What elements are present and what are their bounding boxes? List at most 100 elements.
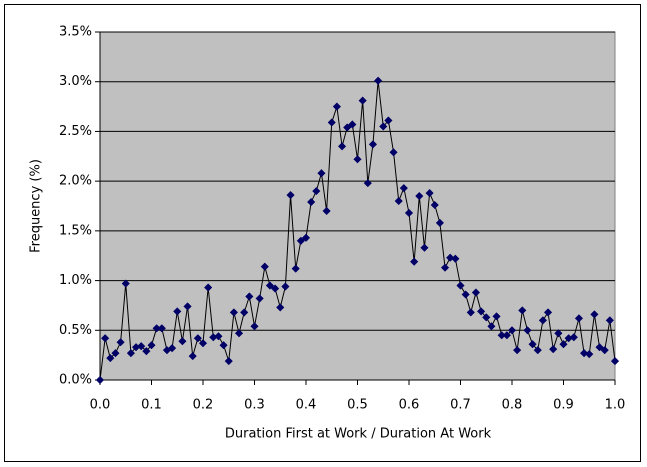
marker <box>559 340 568 349</box>
marker <box>198 339 208 348</box>
y-axis-label: Frequency (%) <box>29 159 44 253</box>
x-tick-label: 0.1 <box>141 398 162 413</box>
marker <box>363 178 372 188</box>
marker <box>111 349 120 358</box>
marker <box>507 326 517 335</box>
marker <box>373 76 383 85</box>
marker <box>193 334 203 343</box>
marker <box>245 292 254 301</box>
marker <box>605 316 615 325</box>
marker <box>234 329 244 338</box>
marker <box>327 118 336 127</box>
marker <box>270 284 280 293</box>
marker <box>142 347 151 356</box>
x-tick-label: 0.6 <box>399 398 420 413</box>
marker <box>353 155 362 164</box>
marker <box>528 340 537 349</box>
marker <box>348 120 357 129</box>
marker <box>492 312 501 321</box>
x-tick-label: 0.3 <box>244 398 265 413</box>
marker <box>461 290 470 299</box>
marker <box>554 329 563 338</box>
marker <box>121 279 130 288</box>
marker <box>224 356 233 366</box>
marker <box>178 337 187 346</box>
y-tick-label: 2.0% <box>59 174 92 189</box>
marker <box>518 306 527 315</box>
y-tick-label: 1.5% <box>59 223 92 238</box>
marker <box>512 346 522 355</box>
marker <box>600 346 609 355</box>
marker <box>430 200 439 210</box>
marker <box>240 308 249 317</box>
marker <box>147 341 156 350</box>
marker <box>306 197 316 207</box>
marker <box>368 140 378 149</box>
marker <box>337 142 347 151</box>
marker <box>404 208 414 218</box>
marker <box>590 310 599 319</box>
x-tick-label: 0.9 <box>553 398 574 413</box>
marker <box>487 322 496 331</box>
marker <box>549 345 558 354</box>
marker <box>276 303 285 312</box>
marker <box>610 356 620 366</box>
marker <box>476 307 486 316</box>
marker <box>203 283 213 292</box>
marker <box>343 123 352 132</box>
marker <box>399 183 409 193</box>
marker <box>100 334 110 343</box>
marker <box>585 349 594 359</box>
marker <box>183 302 192 311</box>
marker <box>415 191 424 201</box>
marker <box>332 102 342 111</box>
marker <box>533 346 542 355</box>
marker <box>425 188 434 198</box>
x-tick-label: 1.0 <box>605 398 626 413</box>
marker <box>579 349 589 358</box>
marker <box>471 288 481 297</box>
y-tick-label: 0.0% <box>59 373 92 388</box>
marker <box>95 375 105 385</box>
marker <box>451 254 460 263</box>
marker <box>214 332 223 341</box>
y-tick-label: 3.0% <box>59 74 92 89</box>
x-tick-label: 0.7 <box>450 398 471 413</box>
marker <box>409 257 419 266</box>
x-tick-label: 0.4 <box>296 398 317 413</box>
marker <box>137 342 146 351</box>
marker <box>595 343 604 352</box>
marker <box>265 281 275 290</box>
y-tick-label: 1.0% <box>59 273 92 288</box>
marker <box>173 307 182 316</box>
marker <box>229 308 239 317</box>
marker <box>322 206 331 216</box>
marker <box>312 186 321 196</box>
plot-area <box>99 31 616 381</box>
marker <box>296 236 306 245</box>
marker <box>543 308 553 317</box>
marker <box>523 326 532 335</box>
marker <box>301 233 311 242</box>
marker <box>440 263 450 272</box>
x-tick-label: 0.0 <box>90 398 111 413</box>
marker <box>384 116 393 125</box>
marker <box>502 331 512 340</box>
x-axis-label: Duration First at Work / Duration At Wor… <box>225 427 492 442</box>
marker <box>116 338 125 347</box>
x-tick-label: 0.5 <box>347 398 368 413</box>
y-tick-label: 3.5% <box>59 25 92 40</box>
marker <box>157 324 166 333</box>
marker <box>482 313 491 322</box>
marker <box>260 262 269 271</box>
marker <box>291 264 300 273</box>
marker <box>167 344 177 353</box>
marker <box>126 349 136 358</box>
marker <box>106 353 115 363</box>
marker <box>317 169 326 178</box>
y-tick-label: 0.5% <box>59 323 92 338</box>
marker <box>569 333 578 342</box>
marker <box>379 122 388 131</box>
